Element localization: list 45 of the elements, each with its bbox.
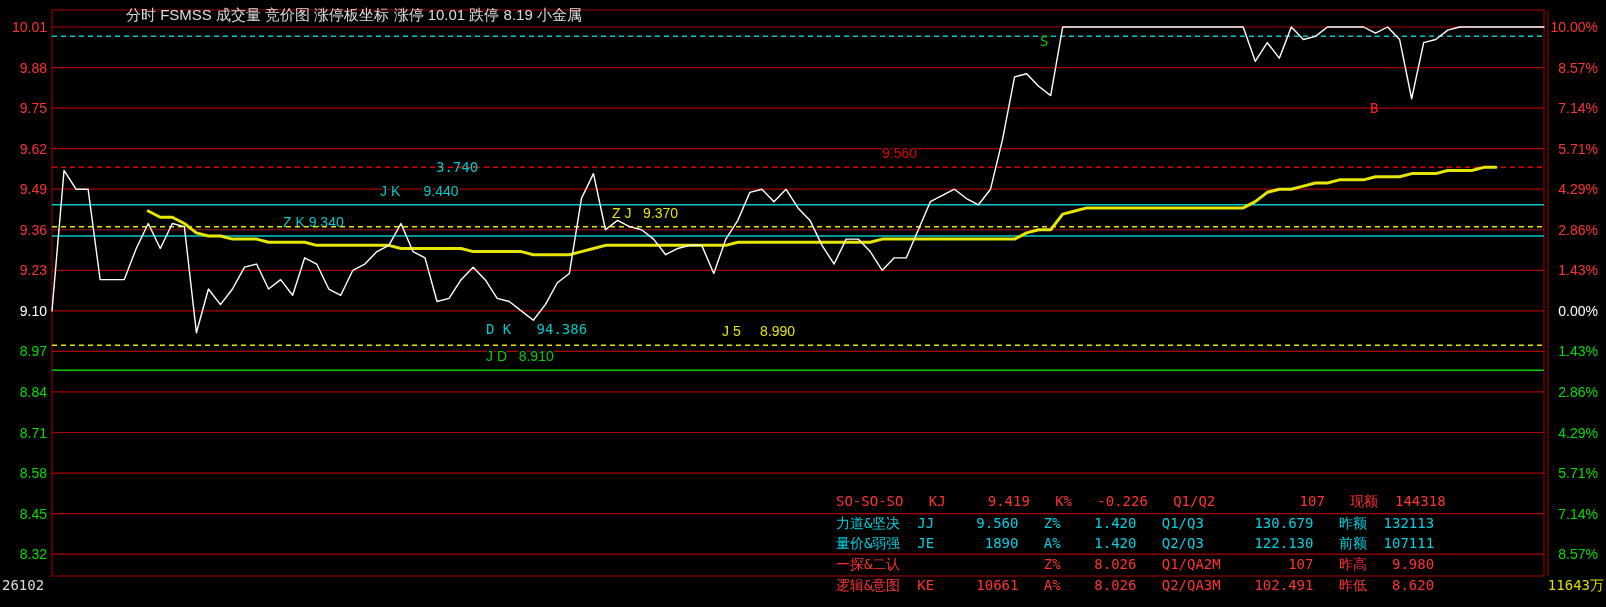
annotation: 量价&弱强 JE 1890 A% 1.420 Q2/Q3 122.130 前额 107111 xyxy=(836,535,1435,551)
y2-tick-label: 10.00% xyxy=(1550,19,1598,35)
y-tick-label: 9.75 xyxy=(19,100,48,117)
ref-line-label: 9.560 xyxy=(882,145,918,162)
y-tick-label: 9.62 xyxy=(19,140,48,157)
y-tick-label: 10.01 xyxy=(11,19,48,35)
y2-tick-label: 4.29% xyxy=(1558,424,1598,441)
ref-line-label: Z J 9.370 xyxy=(612,204,679,221)
y2-tick-label: 4.29% xyxy=(1558,181,1598,198)
y2-tick-label: 7.14% xyxy=(1558,100,1598,117)
y2-tick-label: 1.43% xyxy=(1558,262,1598,279)
annotation: B xyxy=(1370,100,1379,116)
y-tick-label: 8.45 xyxy=(19,505,48,522)
text: 11643万 xyxy=(1547,577,1604,593)
y2-tick-label: 0.00% xyxy=(1558,302,1598,319)
annotation: S xyxy=(1040,33,1049,49)
annotation: 一探&二认 Z% 8.026 Q1/QA2M 107 昨高 9.980 xyxy=(836,556,1435,572)
line-series xyxy=(51,26,1545,334)
y-tick-label: 8.84 xyxy=(19,383,48,400)
ref-line-label: J 5 8.990 xyxy=(722,323,796,340)
y-tick-label: 8.58 xyxy=(19,465,48,482)
y2-tick-label: 2.86% xyxy=(1558,384,1598,401)
y-tick-label: 9.10 xyxy=(19,302,48,319)
y-tick-label: 8.97 xyxy=(19,343,48,360)
y-tick-label: 9.88 xyxy=(19,59,48,76)
y2-tick-label: 7.14% xyxy=(1558,505,1598,522)
y-tick-label: 8.32 xyxy=(19,546,48,563)
y2-tick-label: 5.71% xyxy=(1558,140,1598,157)
y-tick-label: 9.36 xyxy=(19,221,48,238)
y-tick-label: 9.23 xyxy=(19,262,48,279)
annotation: 3.740 xyxy=(436,159,479,175)
text: 逻辑&意图 KE 10661 A% 8.026 Q2/QA3M 102.491 昨低 8.620 xyxy=(836,577,1435,593)
chart-title: 分时 FSMSS 成交量 竞价图 涨停板坐标 涨停 10.01 跌停 8.19 小金属 xyxy=(126,6,582,23)
y2-tick-label: 8.57% xyxy=(1558,59,1598,76)
annotation: D K 94.386 xyxy=(486,321,588,337)
ref-line-label: J D 8.910 xyxy=(486,348,554,365)
annotation: 力道&坚决 JJ 9.560 Z% 1.420 Q1/Q3 130.679 昨额 132113 xyxy=(836,515,1435,531)
y-tick-label: 9.49 xyxy=(19,181,48,198)
y2-tick-label: 1.43% xyxy=(1558,343,1598,360)
annotation: SO-SO-SO KJ 9.419 K% -0.226 Q1/Q2 107 现额 144318 xyxy=(836,493,1446,509)
text: 26102 xyxy=(2,577,45,593)
y2-tick-label: 8.57% xyxy=(1558,546,1598,563)
y2-tick-label: 5.71% xyxy=(1558,464,1598,481)
y-tick-label: 8.71 xyxy=(19,424,48,441)
y2-tick-label: 2.86% xyxy=(1558,221,1598,238)
